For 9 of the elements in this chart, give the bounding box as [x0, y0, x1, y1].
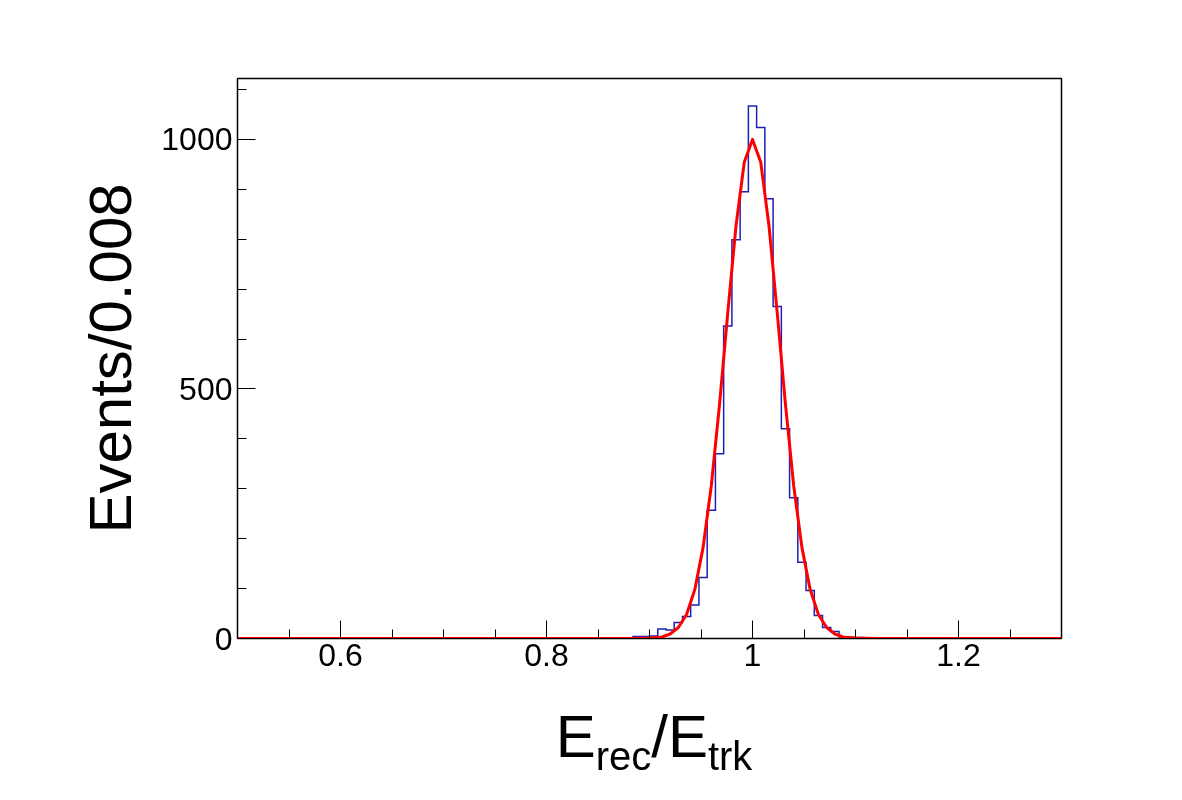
x-axis-title: E$_{rec}$/E$_{trk}$ — [554, 703, 754, 780]
x-tick-label: 1.2 — [936, 636, 981, 673]
x-tick-label: 0.8 — [524, 636, 569, 673]
y-tick-label: 0 — [214, 620, 233, 657]
y-axis-title: Events/0.008 — [77, 183, 145, 534]
x-tick-label: 0.6 — [318, 636, 363, 673]
y-tick-label: 500 — [179, 370, 233, 407]
x-tick-label: 1 — [743, 636, 762, 673]
y-tick-label: 1000 — [161, 121, 233, 158]
